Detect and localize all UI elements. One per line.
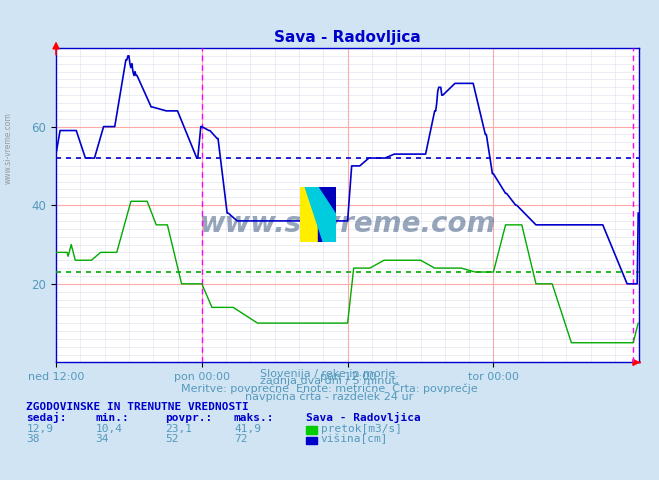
Text: min.:: min.: <box>96 413 129 423</box>
Text: 41,9: 41,9 <box>234 423 261 433</box>
Text: pretok[m3/s]: pretok[m3/s] <box>321 423 402 433</box>
Text: maks.:: maks.: <box>234 413 274 423</box>
Text: 34: 34 <box>96 434 109 444</box>
Text: višina[cm]: višina[cm] <box>321 433 388 444</box>
Polygon shape <box>305 187 336 242</box>
Polygon shape <box>318 187 336 242</box>
Text: zadnja dva dni / 5 minut.: zadnja dva dni / 5 minut. <box>260 376 399 386</box>
Text: 52: 52 <box>165 434 178 444</box>
Text: 72: 72 <box>234 434 247 444</box>
Text: www.si-vreme.com: www.si-vreme.com <box>200 210 496 238</box>
Text: navpična črta - razdelek 24 ur: navpična črta - razdelek 24 ur <box>245 391 414 402</box>
Text: 38: 38 <box>26 434 40 444</box>
Text: ZGODOVINSKE IN TRENUTNE VREDNOSTI: ZGODOVINSKE IN TRENUTNE VREDNOSTI <box>26 402 249 412</box>
Title: Sava - Radovljica: Sava - Radovljica <box>274 30 421 46</box>
Text: www.si-vreme.com: www.si-vreme.com <box>3 112 13 184</box>
Text: 10,4: 10,4 <box>96 423 123 433</box>
Text: sedaj:: sedaj: <box>26 412 67 423</box>
Text: Sava - Radovljica: Sava - Radovljica <box>306 412 421 423</box>
Text: Slovenija / reke in morje.: Slovenija / reke in morje. <box>260 369 399 379</box>
Polygon shape <box>300 187 318 242</box>
Text: Meritve: povprečne  Enote: metrične  Črta: povprečje: Meritve: povprečne Enote: metrične Črta:… <box>181 382 478 394</box>
Text: 23,1: 23,1 <box>165 423 192 433</box>
Text: 12,9: 12,9 <box>26 423 53 433</box>
Text: povpr.:: povpr.: <box>165 413 212 423</box>
